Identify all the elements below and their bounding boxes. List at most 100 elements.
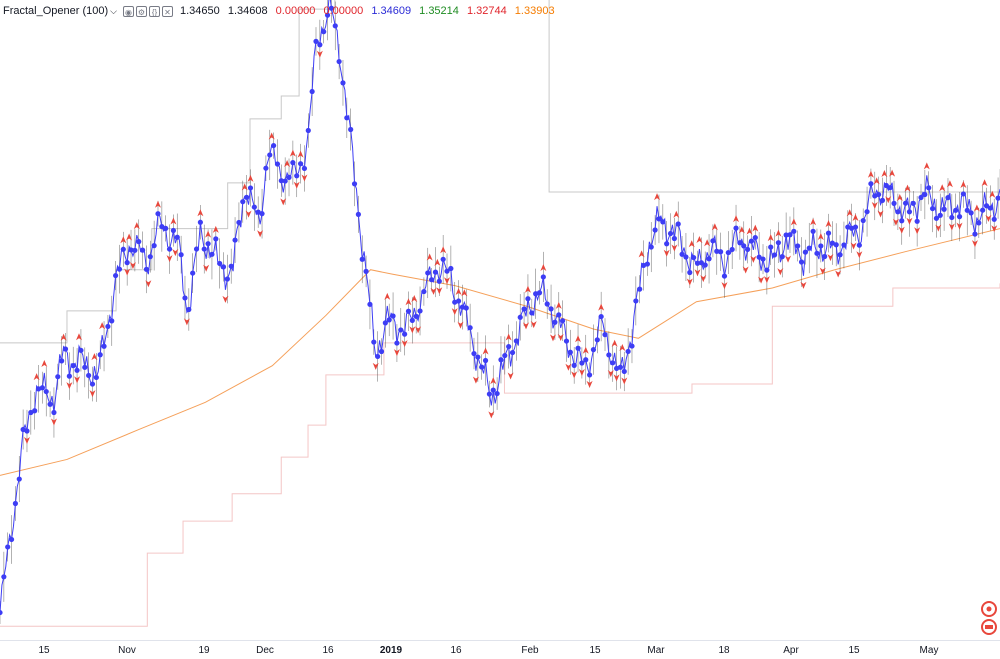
price-point xyxy=(706,256,712,262)
price-point xyxy=(109,318,115,324)
price-point xyxy=(105,323,111,330)
fractal-up-arrow xyxy=(704,239,711,247)
price-point xyxy=(902,200,909,206)
fractal-up-arrow xyxy=(696,236,703,244)
price-point xyxy=(205,241,211,247)
price-point xyxy=(51,409,57,416)
price-point xyxy=(906,209,913,215)
price-point xyxy=(59,358,65,364)
price-point xyxy=(86,372,92,379)
price-point xyxy=(556,312,562,318)
price-point xyxy=(486,391,493,397)
price-point xyxy=(810,228,816,234)
fractal-up-arrow xyxy=(867,170,874,178)
price-point xyxy=(479,364,485,370)
price-chart[interactable] xyxy=(0,0,1000,640)
gear-icon[interactable]: ⚙ xyxy=(136,5,147,17)
price-point xyxy=(506,343,512,350)
price-point xyxy=(733,225,739,231)
fractal-down-arrow xyxy=(877,210,884,218)
fractal-down-arrow xyxy=(409,326,416,334)
price-point xyxy=(760,256,766,262)
value-4: 1.34609 xyxy=(371,5,412,17)
fractal-down-arrow xyxy=(523,322,530,330)
fractal-down-arrow xyxy=(129,262,136,270)
price-point xyxy=(197,219,203,225)
fractal-down-arrow xyxy=(892,218,899,226)
price-point xyxy=(637,286,643,292)
price-point xyxy=(305,127,311,134)
price-point xyxy=(895,209,901,215)
fractal-up-arrow xyxy=(973,204,980,212)
price-point xyxy=(124,260,130,266)
price-point xyxy=(621,368,627,375)
price-point xyxy=(517,314,523,320)
price-point xyxy=(868,181,874,187)
close-icon[interactable]: ✕ xyxy=(162,5,173,17)
eye-icon[interactable]: ◉ xyxy=(123,5,134,17)
fractal-down-arrow xyxy=(607,370,614,378)
fractal-up-arrow xyxy=(923,162,930,170)
upper-channel-line xyxy=(0,0,1000,344)
price-point xyxy=(382,320,388,326)
fractal-up-arrow xyxy=(455,288,462,296)
fractal-down-arrow xyxy=(700,275,707,283)
price-point xyxy=(502,352,508,359)
x-tick-label: 16 xyxy=(322,645,334,656)
price-point xyxy=(498,357,504,363)
fractal-down-arrow xyxy=(293,181,300,189)
price-point xyxy=(883,182,889,189)
price-point xyxy=(475,354,481,360)
price-point xyxy=(814,250,820,256)
price-point xyxy=(409,317,415,323)
x-tick-label: Feb xyxy=(521,645,539,656)
chevron-down-icon[interactable]: ⌵ xyxy=(110,5,117,16)
indicator-name[interactable]: Fractal_Opener (100) xyxy=(3,5,109,17)
fractal-up-arrow xyxy=(881,170,888,178)
price-point xyxy=(367,301,373,307)
fractal-up-arrow xyxy=(817,232,824,240)
price-point xyxy=(671,235,677,242)
price-point xyxy=(116,266,123,272)
price-point xyxy=(694,260,701,266)
price-point xyxy=(259,211,265,217)
fractal-down-arrow xyxy=(565,363,572,371)
price-point xyxy=(818,243,824,249)
price-point xyxy=(32,408,38,414)
price-point xyxy=(806,245,812,251)
price-point xyxy=(163,225,169,232)
price-point xyxy=(174,234,180,240)
time-axis[interactable]: 15 Nov 19 Dec 16 2019 16 Feb 15 Mar 18 Apr 15 May xyxy=(0,640,1000,659)
price-point xyxy=(271,142,277,149)
price-point xyxy=(741,243,747,249)
fractal-up-arrow xyxy=(505,333,512,341)
price-point xyxy=(394,340,400,346)
fractal-up-arrow xyxy=(247,174,254,182)
fractal-down-arrow xyxy=(586,380,593,388)
price-point xyxy=(864,209,870,215)
price-point xyxy=(718,249,724,255)
price-point xyxy=(282,178,288,184)
price-point xyxy=(267,152,273,158)
price-point xyxy=(297,161,304,167)
price-point xyxy=(240,199,246,205)
x-tick-label: Dec xyxy=(256,645,274,656)
fractal-up-arrow xyxy=(896,193,903,201)
price-point xyxy=(428,277,435,283)
price-point xyxy=(24,428,30,434)
source-icon[interactable]: {} xyxy=(149,5,160,17)
x-tick-label: 15 xyxy=(848,645,860,656)
fractal-up-arrow xyxy=(91,353,98,361)
x-tick-label: Nov xyxy=(118,645,136,656)
fractal-down-arrow xyxy=(985,215,992,223)
price-point xyxy=(771,252,778,258)
price-point xyxy=(390,313,396,319)
fractal-down-arrow xyxy=(671,244,678,252)
price-point xyxy=(852,224,859,230)
lower-channel-line xyxy=(0,283,1000,627)
fractal-up-arrow xyxy=(154,200,161,208)
fractal-down-arrow xyxy=(415,326,422,334)
fractal-down-arrow xyxy=(316,50,323,58)
price-point xyxy=(355,211,361,217)
price-point xyxy=(402,331,408,337)
